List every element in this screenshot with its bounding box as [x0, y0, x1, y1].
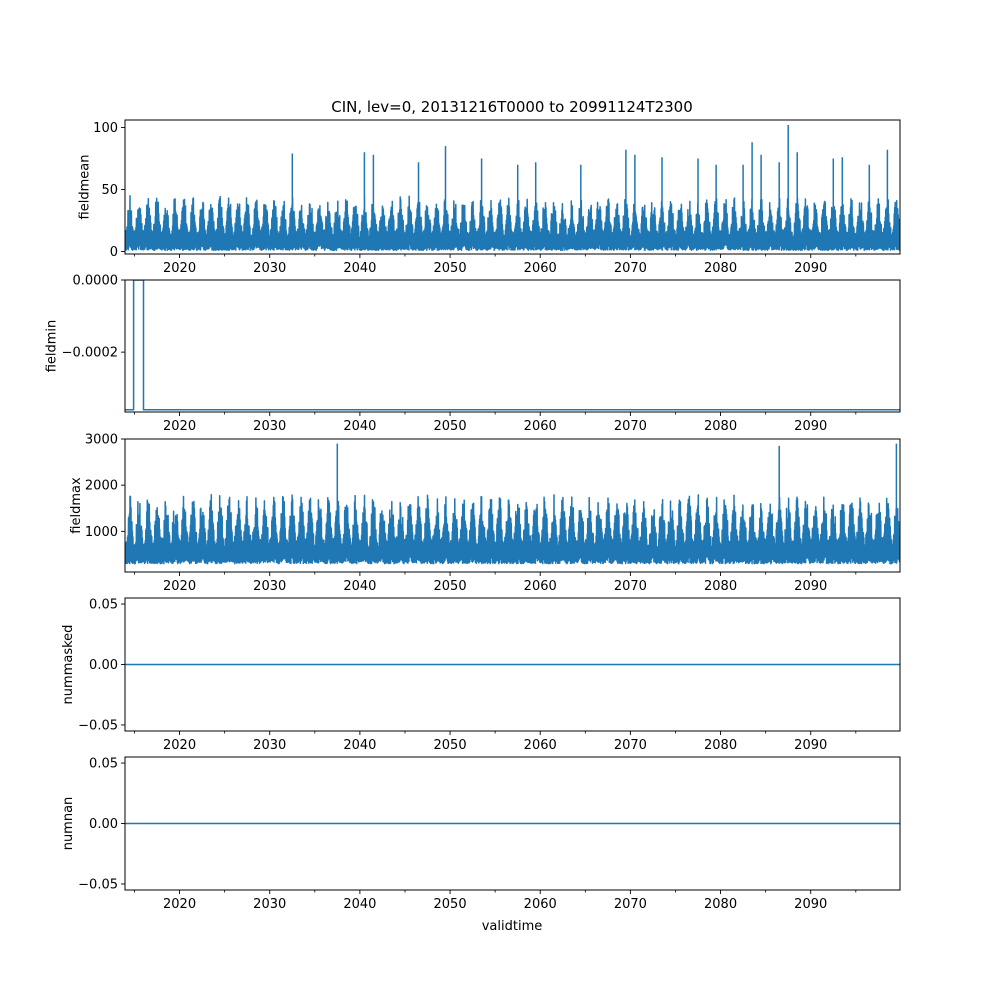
x-tick-label: 2080	[704, 579, 737, 594]
x-tick-label: 2080	[704, 738, 737, 753]
x-tick-label: 2060	[524, 897, 557, 912]
y-tick-label: −0.0002	[62, 346, 118, 361]
x-tick-label: 2070	[614, 261, 647, 276]
x-tick-label: 2030	[253, 579, 286, 594]
x-tick-label: 2030	[253, 897, 286, 912]
y-axis-label: fieldmean	[77, 155, 92, 220]
x-tick-label: 2060	[524, 579, 557, 594]
x-tick-label: 2040	[343, 897, 376, 912]
y-axis-label: numnan	[61, 797, 76, 851]
axes-frame-fieldmax	[124, 438, 901, 573]
x-tick-label: 2020	[163, 579, 196, 594]
subplot-numnan: 2020 2030 2040 2050 2060 2070 2080 2090 0.05 0.00…	[61, 756, 901, 912]
subplot-nummasked: 2020 2030 2040 2050 2060 2070 2080 2090 0.05 0.00…	[61, 597, 901, 753]
x-tick-label: 2040	[343, 419, 376, 434]
x-tick-label: 2020	[163, 419, 196, 434]
y-tick-label: 0.05	[89, 757, 118, 772]
x-tick-label: 2050	[434, 897, 467, 912]
x-tick-label: 2030	[253, 419, 286, 434]
x-tick-label: 2090	[794, 419, 827, 434]
subplots: 2020 2030 2040 2050 2060 2070 2080 2090 0 50 100 fi…	[45, 119, 901, 912]
x-tick-label: 2070	[614, 419, 647, 434]
y-tick-label: −0.05	[78, 718, 118, 733]
x-tick-label: 2050	[434, 419, 467, 434]
x-tick-label: 2060	[524, 738, 557, 753]
y-tick-label: −0.05	[78, 877, 118, 892]
subplot-fieldmax: 2020 2030 2040 2050 2060 2070 2080 2090 1000 2000…	[69, 433, 901, 594]
series-line-fieldmean	[125, 125, 900, 252]
x-axis-label: validtime	[482, 919, 543, 934]
x-tick-label: 2060	[524, 261, 557, 276]
x-tick-label: 2050	[434, 738, 467, 753]
y-tick-label: 50	[101, 183, 118, 198]
y-tick-label: 2000	[85, 479, 118, 494]
y-tick-label: 0.00	[89, 817, 118, 832]
axes-frame-fieldmin	[124, 279, 901, 413]
y-axis-label: nummasked	[61, 625, 76, 705]
y-tick-label: 1000	[85, 525, 118, 540]
x-tick-label: 2050	[434, 261, 467, 276]
figure-title: CIN, lev=0, 20131216T0000 to 20991124T23…	[331, 98, 693, 116]
y-tick-label: 0	[110, 245, 118, 260]
series-line-fieldmin	[125, 280, 900, 411]
y-tick-label: 100	[93, 121, 118, 136]
x-tick-label: 2080	[704, 419, 737, 434]
x-tick-label: 2040	[343, 738, 376, 753]
x-tick-label: 2070	[614, 579, 647, 594]
x-tick-label: 2030	[253, 261, 286, 276]
x-tick-label: 2070	[614, 897, 647, 912]
y-tick-label: 0.0000	[73, 274, 119, 289]
x-tick-label: 2040	[343, 579, 376, 594]
x-tick-label: 2080	[704, 261, 737, 276]
y-tick-label: 3000	[85, 433, 118, 448]
x-tick-label: 2070	[614, 738, 647, 753]
subplot-fieldmin: 2020 2030 2040 2050 2060 2070 2080 2090 0.0000 −0…	[45, 274, 901, 434]
y-axis-label: fieldmin	[45, 320, 60, 373]
x-tick-label: 2090	[794, 738, 827, 753]
y-axis-label: fieldmax	[69, 477, 84, 534]
x-tick-label: 2030	[253, 738, 286, 753]
axes-frame-fieldmean	[124, 119, 901, 255]
x-tick-label: 2040	[343, 261, 376, 276]
y-tick-label: 0.05	[89, 598, 118, 613]
y-tick-label: 0.00	[89, 658, 118, 673]
series-line-fieldmax	[125, 443, 900, 565]
x-tick-label: 2090	[794, 579, 827, 594]
x-tick-label: 2020	[163, 897, 196, 912]
x-tick-label: 2020	[163, 261, 196, 276]
subplot-fieldmean: 2020 2030 2040 2050 2060 2070 2080 2090 0 50 100 fi…	[77, 119, 901, 276]
x-tick-label: 2090	[794, 261, 827, 276]
x-tick-label: 2020	[163, 738, 196, 753]
x-tick-label: 2080	[704, 897, 737, 912]
x-tick-label: 2050	[434, 579, 467, 594]
x-tick-label: 2060	[524, 419, 557, 434]
x-tick-label: 2090	[794, 897, 827, 912]
